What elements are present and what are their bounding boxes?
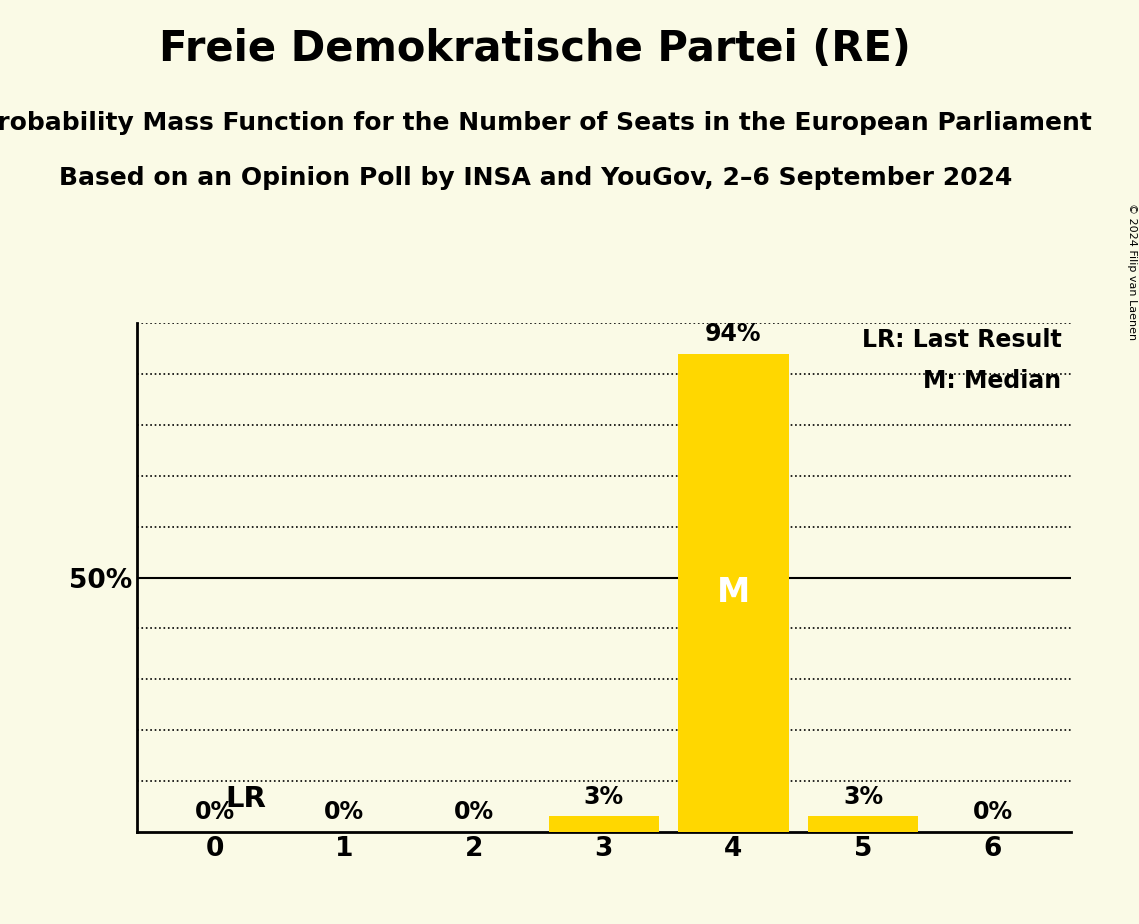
Text: LR: Last Result: LR: Last Result <box>861 328 1062 352</box>
Bar <box>549 817 658 832</box>
Text: M: Median: M: Median <box>924 369 1062 393</box>
Text: 0%: 0% <box>453 800 494 824</box>
Text: LR: LR <box>224 784 265 812</box>
Text: 3%: 3% <box>583 784 624 808</box>
Text: 0%: 0% <box>973 800 1013 824</box>
Text: Based on an Opinion Poll by INSA and YouGov, 2–6 September 2024: Based on an Opinion Poll by INSA and You… <box>58 166 1013 190</box>
Text: 94%: 94% <box>705 322 762 346</box>
Bar <box>678 354 788 832</box>
Text: 0%: 0% <box>325 800 364 824</box>
Bar <box>808 817 918 832</box>
Text: M: M <box>716 577 749 609</box>
Text: 0%: 0% <box>195 800 235 824</box>
Text: Probability Mass Function for the Number of Seats in the European Parliament: Probability Mass Function for the Number… <box>0 111 1092 135</box>
Text: © 2024 Filip van Laenen: © 2024 Filip van Laenen <box>1126 203 1137 340</box>
Text: Freie Demokratische Partei (RE): Freie Demokratische Partei (RE) <box>159 28 911 69</box>
Text: 3%: 3% <box>843 784 883 808</box>
